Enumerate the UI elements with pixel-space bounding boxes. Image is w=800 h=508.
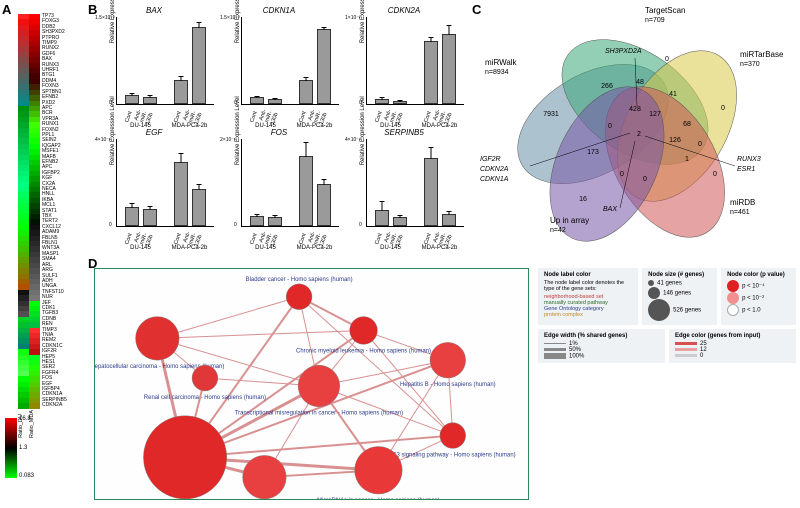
heatmap-gene-labels: TP73FOXG3DDB2SH3PXD2PTPROTIMP9RUNX2GDF6B… — [42, 14, 67, 409]
venn-diagram: 793100016266484112611732428127006800 miR… — [475, 6, 795, 246]
bar-charts: BAX Relative Expression Level 1.5×10⁻² 0 — [94, 6, 470, 250]
svg-text:173: 173 — [587, 149, 599, 156]
heatmap — [18, 14, 40, 409]
svg-text:MicroRNAs in cancer - Homo sap: MicroRNAs in cancer - Homo sapiens (huma… — [317, 498, 440, 499]
svg-text:0: 0 — [665, 56, 669, 63]
svg-text:Hepatitis B - Homo sapiens (hu: Hepatitis B - Homo sapiens (human) — [400, 382, 496, 388]
svg-text:16: 16 — [579, 196, 587, 203]
chart-EGF: EGF Relative Expression Level 4×10⁻⁶ 0 — [94, 128, 214, 246]
svg-text:Renal cell carcinoma - Homo sa: Renal cell carcinoma - Homo sapiens (hum… — [144, 395, 266, 401]
svg-text:7931: 7931 — [543, 111, 559, 118]
svg-text:0: 0 — [698, 141, 702, 148]
chart-SERPINB5: SERPINB5 Relative Expression Level 4×10⁻… — [344, 128, 464, 246]
svg-text:0: 0 — [608, 123, 612, 130]
svg-text:41: 41 — [669, 91, 677, 98]
svg-text:266: 266 — [601, 83, 613, 90]
svg-text:Transcriptional misregulation: Transcriptional misregulation in cancer … — [235, 411, 403, 417]
svg-text:Bladder cancer - Homo sapiens: Bladder cancer - Homo sapiens (human) — [246, 277, 353, 283]
svg-text:0: 0 — [643, 176, 647, 183]
panel-a-label: A — [2, 2, 11, 17]
svg-text:2: 2 — [637, 131, 641, 138]
svg-text:1: 1 — [685, 156, 689, 163]
chart-FOS: FOS Relative Expression Level 2×10⁻⁵ 0 — [219, 128, 339, 246]
network-legend: Node label color The node label color de… — [538, 268, 796, 367]
svg-text:126: 126 — [669, 137, 681, 144]
svg-text:0: 0 — [620, 171, 624, 178]
svg-text:0: 0 — [721, 105, 725, 112]
svg-text:p53 signaling pathway - Homo s: p53 signaling pathway - Homo sapiens (hu… — [390, 452, 516, 458]
svg-text:428: 428 — [629, 106, 641, 113]
svg-text:127: 127 — [649, 111, 661, 118]
svg-text:0: 0 — [713, 171, 717, 178]
heatmap-legend: 16.8 1.3 0.083 — [5, 418, 17, 488]
svg-text:Chronic myeloid leukemia - Hom: Chronic myeloid leukemia - Homo sapiens … — [296, 348, 431, 354]
heatmap-col-labels: Ratio_DURatio_MDA — [18, 410, 40, 440]
network-diagram: Pathways in cancer - Homo sapiens (human… — [94, 268, 529, 500]
svg-text:68: 68 — [683, 121, 691, 128]
svg-text:48: 48 — [636, 79, 644, 86]
